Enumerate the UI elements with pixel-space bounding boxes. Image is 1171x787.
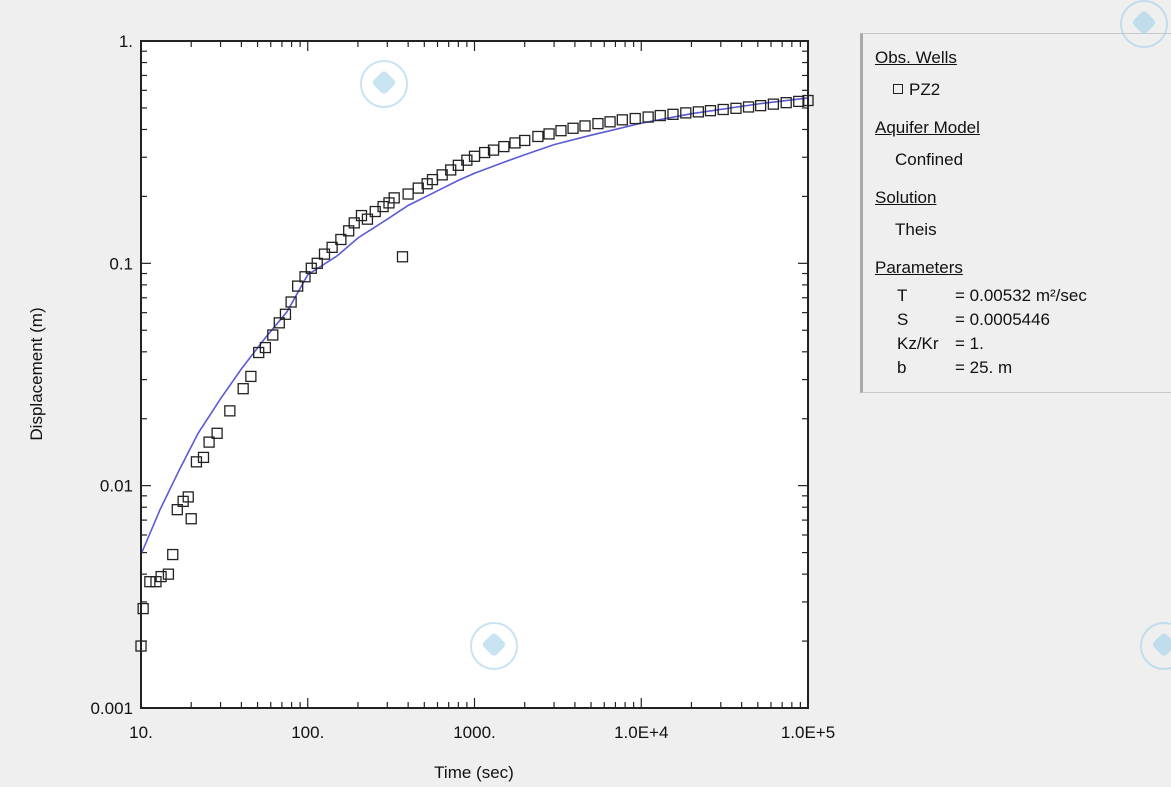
data-point: [361, 213, 374, 225]
param-value: = 25. m: [955, 358, 1013, 377]
legend-panel: Obs. Wells PZ2 Aquifer Model Confined So…: [860, 33, 1171, 393]
param-name: T: [897, 286, 908, 305]
data-point: [279, 308, 292, 320]
aquifer-model-header: Aquifer Model: [875, 118, 980, 137]
param-value: = 0.00532 m²/sec: [955, 286, 1087, 305]
data-point: [616, 114, 628, 126]
y-tick-label: 0.1: [109, 254, 133, 273]
param-name: b: [897, 358, 907, 377]
y-tick-label: 0.001: [90, 699, 133, 718]
data-point: [318, 248, 331, 260]
data-point: [237, 383, 249, 395]
data-point: [162, 568, 175, 580]
data-point: [171, 504, 183, 516]
obs-well-item: PZ2: [893, 80, 940, 100]
data-point: [299, 271, 311, 283]
data-point: [144, 576, 156, 588]
data-point: [185, 513, 197, 525]
observation-points: [135, 94, 814, 652]
data-point: [742, 101, 755, 113]
x-tick-label: 10.: [129, 723, 153, 742]
parameters-header: Parameters: [875, 258, 963, 277]
data-point: [730, 102, 742, 114]
data-point: [793, 95, 805, 108]
data-point: [292, 280, 304, 292]
obs-well-name: PZ2: [909, 80, 941, 99]
x-tick-label: 1.0E+4: [614, 723, 668, 742]
data-point: [197, 451, 210, 464]
data-point: [654, 109, 666, 122]
y-tick-label: 1.: [119, 32, 133, 51]
data-point: [388, 192, 400, 204]
data-point: [285, 296, 297, 308]
data-point: [396, 251, 409, 263]
data-point: [629, 112, 641, 125]
param-value: = 0.0005446: [955, 310, 1051, 329]
data-point: [717, 103, 729, 116]
obs-wells-header: Obs. Wells: [875, 48, 957, 67]
x-tick-label: 1.0E+5: [781, 723, 835, 742]
param-name: S: [897, 310, 909, 329]
data-point: [203, 436, 215, 448]
data-point: [377, 200, 389, 213]
data-point: [311, 257, 323, 269]
plot-background: [141, 41, 808, 708]
data-point: [355, 209, 368, 222]
data-point: [155, 570, 167, 583]
data-point: [182, 491, 194, 503]
data-point: [402, 188, 414, 200]
data-point: [211, 427, 223, 439]
data-point: [555, 125, 567, 137]
y-tick-label: 0.01: [100, 477, 133, 496]
plot-frame: [140, 40, 809, 709]
solution-header: Solution: [875, 188, 937, 207]
data-point: [273, 317, 285, 329]
data-point: [259, 341, 272, 354]
data-point: [267, 329, 279, 341]
data-point: [348, 217, 360, 229]
data-point: [592, 117, 604, 130]
data-point: [767, 98, 780, 110]
data-point: [461, 154, 473, 166]
param-name: Kz/Kr: [897, 334, 939, 353]
x-tick-label: 1000.: [453, 723, 496, 742]
param-value: = 1.: [955, 334, 984, 353]
theis-curve: [140, 97, 809, 555]
data-point: [754, 99, 767, 112]
data-point: [224, 405, 236, 417]
solution-value: Theis: [895, 220, 937, 239]
data-point: [532, 130, 544, 143]
data-point: [704, 105, 717, 117]
data-point: [604, 116, 616, 128]
data-point: [478, 146, 491, 159]
data-point: [137, 602, 149, 615]
y-axis-title: Displacement (m): [27, 307, 46, 440]
axis-tick-labels: 10. 100. 1000. 1.0E+4 1.0E+5 0.001 0.01 0.1 1.: [90, 32, 835, 742]
aquifer-model-value: Confined: [895, 150, 964, 169]
data-point: [245, 370, 257, 383]
data-point: [543, 128, 555, 140]
data-point: [167, 548, 179, 561]
x-tick-label: 100.: [291, 723, 324, 742]
data-point: [335, 233, 347, 246]
data-point: [519, 134, 531, 147]
data-point: [692, 106, 704, 118]
data-point: [680, 107, 692, 119]
data-point: [567, 122, 579, 134]
data-point: [412, 182, 424, 194]
data-point: [667, 108, 679, 120]
data-point: [326, 241, 338, 254]
data-point: [498, 140, 510, 153]
data-point: [579, 120, 591, 132]
x-axis-title: Time (sec): [434, 763, 514, 782]
square-marker-icon: [893, 84, 903, 94]
data-point: [642, 111, 654, 123]
data-point: [780, 97, 792, 109]
